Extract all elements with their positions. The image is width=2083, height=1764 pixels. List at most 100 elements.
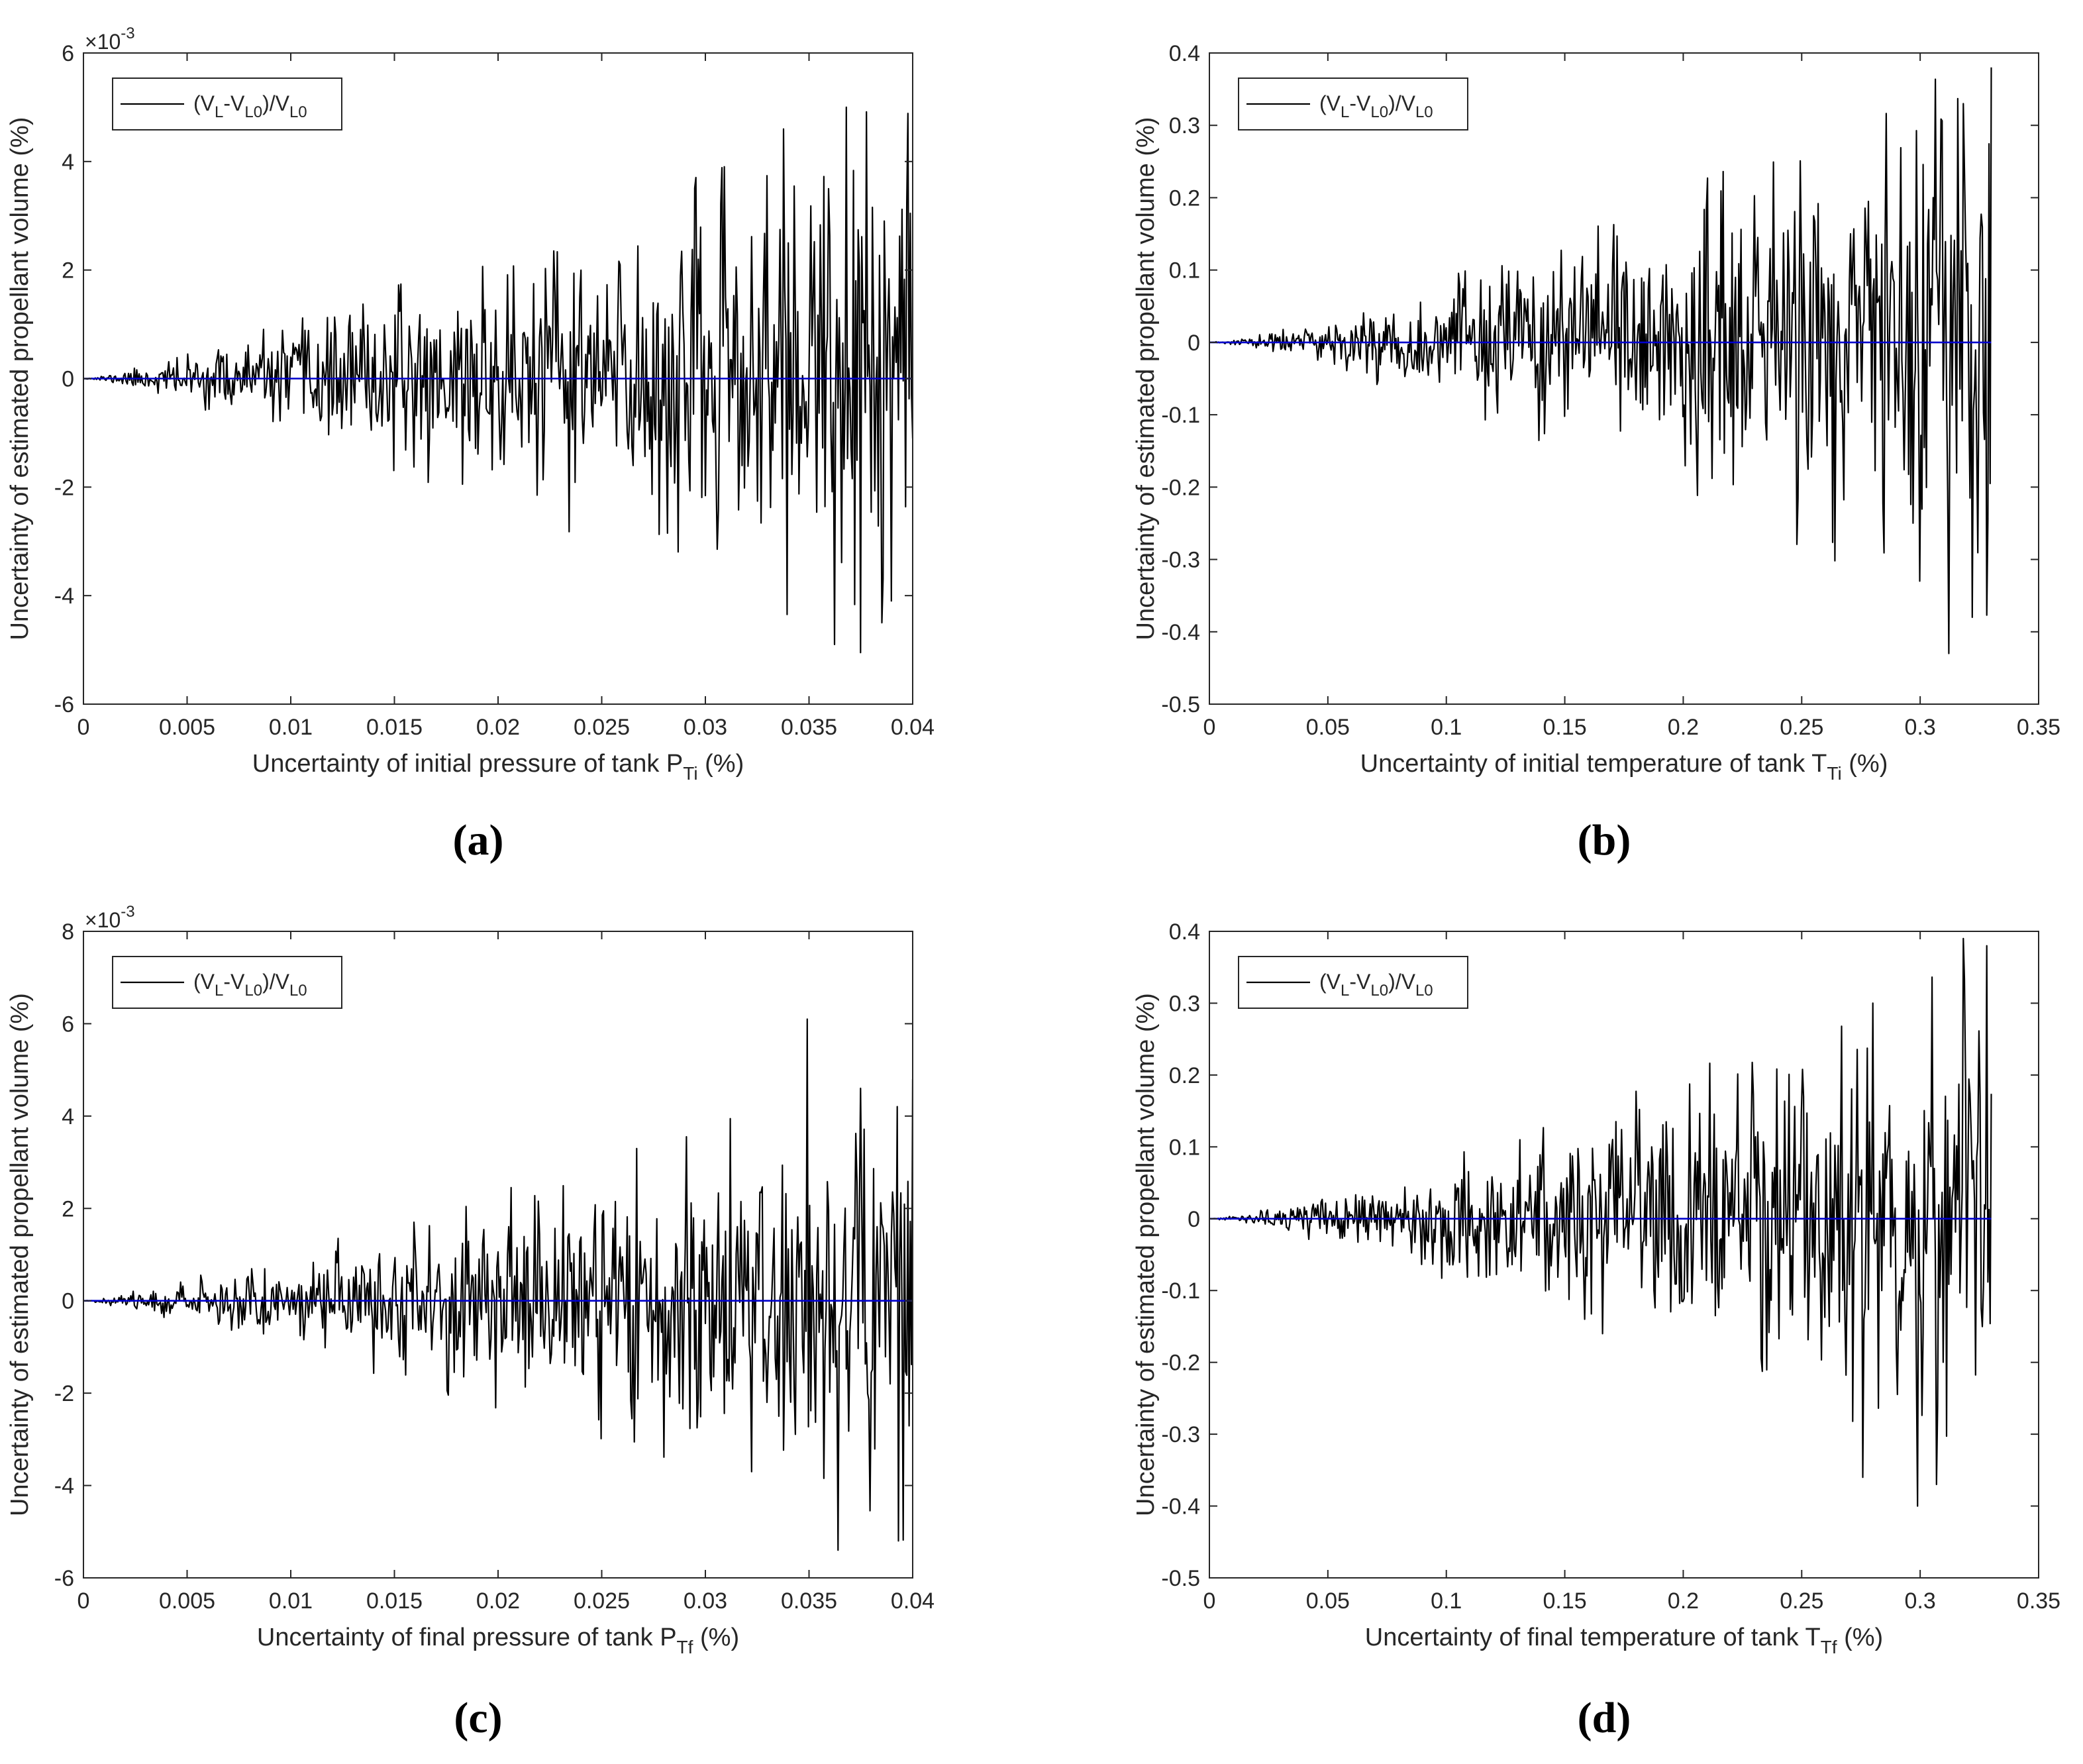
x-tick-label: 0.25 [1780, 715, 1823, 740]
legend-label: (VL-VL0)/VL0 [1319, 91, 1433, 121]
series-line-signal [83, 1018, 913, 1551]
x-tick-label: 0.2 [1668, 1588, 1699, 1614]
x-tick-label: 0.015 [366, 715, 423, 740]
x-tick-label: 0.01 [269, 715, 313, 740]
y-axis-label: Uncertainty of estimated propellant volu… [6, 117, 34, 641]
legend: (VL-VL0)/VL0 [112, 956, 342, 1009]
x-tick-label: 0.01 [269, 1588, 313, 1614]
y-tick-label: -0.1 [1161, 1278, 1200, 1304]
y-tick-label: 0.3 [1169, 113, 1200, 138]
x-tick-label: 0.035 [781, 1588, 837, 1614]
series-line-signal [1209, 67, 1992, 654]
y-axis-label: Uncertainty of estimated propellant volu… [1132, 993, 1160, 1516]
y-tick-label: 6 [62, 1012, 74, 1037]
x-tick-label: 0.15 [1543, 1588, 1586, 1614]
y-tick-label: 0 [62, 1289, 74, 1314]
y-tick-label: 0.3 [1169, 991, 1200, 1016]
y-tick-label: -4 [54, 584, 74, 609]
x-tick-label: 0.04 [891, 715, 935, 740]
y-tick-label: -0.1 [1161, 403, 1200, 428]
y-tick-label: -0.2 [1161, 1351, 1200, 1376]
y-tick-label: -0.3 [1161, 548, 1200, 573]
y-axis-label: Uncertainty of estimated propellant volu… [1132, 117, 1160, 641]
y-tick-label: 0.2 [1169, 1063, 1200, 1088]
y-tick-label: -0.4 [1161, 1494, 1200, 1520]
x-tick-label: 0.02 [476, 715, 520, 740]
y-tick-label: 0 [1188, 331, 1200, 356]
x-tick-label: 0 [77, 1588, 90, 1614]
x-tick-label: 0.04 [891, 1588, 935, 1614]
legend: (VL-VL0)/VL0 [1238, 78, 1468, 130]
x-tick-label: 0.005 [159, 715, 215, 740]
y-tick-label: -0.3 [1161, 1422, 1200, 1447]
x-tick-label: 0.035 [781, 715, 837, 740]
axis-exponent-label: ×10-3 [85, 25, 135, 54]
legend-label: (VL-VL0)/VL0 [1319, 970, 1433, 1000]
y-tick-label: 0.1 [1169, 1135, 1200, 1160]
x-tick-label: 0 [77, 715, 90, 740]
y-tick-label: 6 [62, 41, 74, 66]
x-axis-label: Uncertainty of final pressure of tank PT… [257, 1624, 739, 1657]
y-tick-label: -2 [54, 1381, 74, 1406]
chart-panel-c: 0 0.005 0.01 0.015 0.02 0.025 0.03 0.035 0.04 -6 -… [6, 903, 935, 1657]
x-tick-label: 0.3 [1905, 1588, 1936, 1614]
x-tick-label: 0.025 [574, 715, 630, 740]
y-tick-label: 4 [62, 150, 74, 175]
legend: (VL-VL0)/VL0 [1238, 956, 1468, 1009]
panel-label: (b) [1578, 816, 1631, 864]
x-tick-label: 0.03 [684, 715, 727, 740]
y-tick-label: 0.4 [1169, 919, 1200, 945]
panel-label: (a) [453, 816, 504, 864]
x-tick-label: 0.005 [159, 1588, 215, 1614]
x-tick-label: 0.15 [1543, 715, 1586, 740]
x-tick-label: 0.35 [2017, 715, 2060, 740]
x-axis-label: Uncertainty of final temperature of tank… [1365, 1624, 1883, 1657]
chart-panel-b: 0 0.05 0.1 0.15 0.2 0.25 0.3 0.35 -0.5 -0.4 -0.3 -0… [1132, 41, 2060, 784]
y-tick-label: -0.2 [1161, 475, 1200, 500]
axes-box [1209, 931, 2039, 1579]
panel-label: (c) [454, 1694, 502, 1742]
axis-exponent-label: ×10-3 [85, 903, 135, 932]
y-tick-label: -2 [54, 475, 74, 500]
series-line-signal [1209, 937, 1992, 1507]
y-tick-label: -4 [54, 1474, 74, 1499]
y-tick-label: 8 [62, 919, 74, 945]
x-tick-label: 0.025 [574, 1588, 630, 1614]
y-tick-label: -6 [54, 692, 74, 717]
y-tick-label: -6 [54, 1566, 74, 1591]
x-tick-label: 0.03 [684, 1588, 727, 1614]
x-axis-label: Uncertainty of initial temperature of ta… [1360, 750, 1888, 784]
x-tick-label: 0.25 [1780, 1588, 1823, 1614]
y-tick-label: -0.5 [1161, 692, 1200, 717]
y-axis-label: Uncertainty of estimated propellant volu… [6, 993, 34, 1516]
x-tick-label: 0.2 [1668, 715, 1699, 740]
x-tick-label: 0.1 [1431, 715, 1462, 740]
x-tick-label: 0.05 [1306, 1588, 1350, 1614]
y-tick-label: 0.2 [1169, 185, 1200, 211]
x-tick-label: 0 [1203, 715, 1216, 740]
y-tick-label: 0 [62, 367, 74, 392]
plot-area [1209, 931, 2039, 1578]
x-tick-label: 0.015 [366, 1588, 423, 1614]
y-tick-label: 2 [62, 258, 74, 284]
y-tick-label: 2 [62, 1196, 74, 1221]
chart-panel-a: 0 0.005 0.01 0.015 0.02 0.025 0.03 0.035 0.04 -6 -… [6, 25, 935, 784]
legend-label: (VL-VL0)/VL0 [193, 970, 307, 1000]
chart-panel-d: 0 0.05 0.1 0.15 0.2 0.25 0.3 0.35 -0.5 -0.4 -0.3 -0… [1132, 919, 2060, 1657]
x-tick-label: 0.1 [1431, 1588, 1462, 1614]
y-tick-label: 0.1 [1169, 258, 1200, 284]
x-tick-label: 0.35 [2017, 1588, 2060, 1614]
panel-label: (d) [1578, 1694, 1631, 1742]
x-axis-label: Uncertainty of initial pressure of tank … [252, 750, 744, 784]
legend: (VL-VL0)/VL0 [112, 78, 342, 130]
y-tick-label: 4 [62, 1104, 74, 1129]
axes-box [1209, 52, 2039, 705]
x-tick-label: 0.3 [1905, 715, 1936, 740]
y-tick-label: 0.4 [1169, 41, 1200, 66]
y-tick-label: -0.5 [1161, 1566, 1200, 1591]
x-tick-label: 0.05 [1306, 715, 1350, 740]
x-tick-label: 0.02 [476, 1588, 520, 1614]
y-tick-label: -0.4 [1161, 620, 1200, 645]
x-tick-label: 0 [1203, 1588, 1216, 1614]
